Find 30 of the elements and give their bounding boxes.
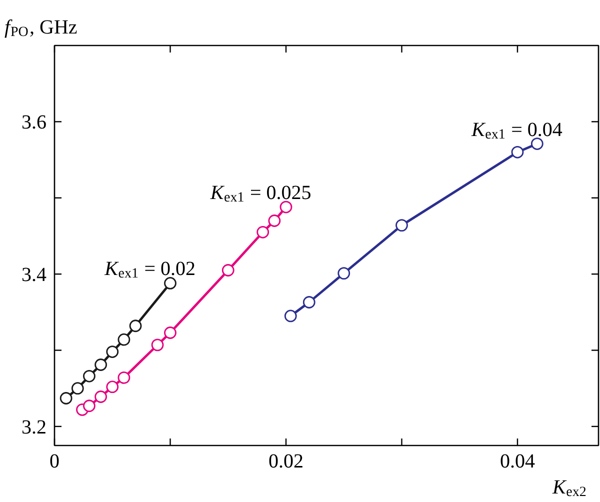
point	[222, 264, 234, 276]
point	[106, 346, 119, 358]
point	[284, 310, 297, 322]
y-tick-label: 3.4	[22, 264, 46, 286]
point	[60, 392, 72, 404]
point	[94, 390, 107, 403]
point	[396, 219, 408, 232]
point	[280, 200, 292, 214]
y-tick-label: 3.6	[22, 112, 46, 134]
point	[129, 320, 142, 332]
point	[164, 277, 176, 290]
y-tick-label: 3.2	[22, 416, 46, 438]
point	[118, 333, 130, 346]
point	[511, 146, 524, 158]
point	[83, 400, 96, 412]
point	[83, 370, 96, 382]
point	[302, 296, 316, 308]
x-tick-label: 0.02	[268, 450, 304, 472]
point	[106, 380, 119, 394]
point	[71, 382, 84, 395]
point	[94, 358, 107, 371]
point	[151, 338, 164, 352]
point	[530, 138, 544, 150]
x-tick-label: 0	[50, 450, 60, 472]
point	[338, 267, 350, 280]
point	[164, 326, 176, 339]
point	[268, 214, 281, 227]
point	[256, 226, 270, 238]
x-tick-label: 0.04	[500, 450, 535, 472]
point	[118, 372, 130, 384]
